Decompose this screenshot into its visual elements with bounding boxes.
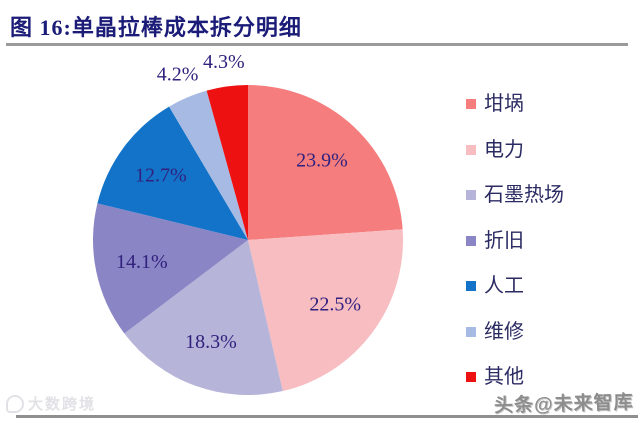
legend-swatch-icon [466, 190, 476, 200]
pie-slice-维修 [169, 90, 248, 241]
pie-slice-折旧 [93, 203, 248, 334]
pie-slice-石墨热场 [124, 240, 283, 395]
top-divider [6, 43, 628, 46]
figure-title: 图 16:单晶拉棒成本拆分明细 [10, 15, 302, 40]
legend-item-石墨热场: 石墨热场 [466, 183, 564, 207]
legend-swatch-icon [466, 372, 476, 382]
pie-label-人工: 12.7% [135, 164, 187, 186]
watermark-bottom-right: 头条@未来智库 [494, 392, 635, 417]
watermark-bottom-left: 大数跨境 [6, 393, 96, 414]
legend-label: 维修 [484, 320, 524, 343]
pie-label-折旧: 14.1% [116, 251, 168, 273]
watermark-logo-icon [6, 394, 24, 413]
pie-label-石墨热场: 18.3% [185, 331, 237, 353]
pie-slice-电力 [248, 229, 403, 392]
legend-swatch-icon [466, 235, 476, 246]
legend-item-其他: 其他 [466, 365, 564, 389]
legend-item-坩埚: 坩埚 [466, 92, 564, 116]
legend-item-折旧: 折旧 [466, 229, 564, 253]
legend-label: 石墨热场 [484, 184, 564, 206]
pie-label-维修: 4.2% [157, 64, 199, 86]
legend-label: 其他 [484, 366, 524, 388]
bottom-divider [16, 415, 638, 418]
pie-label-坩埚: 23.9% [296, 150, 348, 172]
legend-label: 折旧 [484, 229, 524, 252]
legend-swatch-icon [466, 326, 476, 337]
pie-label-电力: 22.5% [309, 294, 361, 316]
legend-swatch-icon [466, 144, 476, 155]
legend-item-电力: 电力 [466, 138, 564, 162]
legend-swatch-icon [466, 281, 476, 291]
pie-slice-人工 [97, 106, 249, 240]
legend-label: 人工 [484, 275, 524, 297]
pie-slice-其他 [206, 84, 248, 240]
legend-label: 坩埚 [484, 93, 524, 115]
watermark-left-text: 大数跨境 [28, 396, 97, 413]
pie-slice-坩埚 [248, 85, 403, 240]
pie-label-其他: 4.3% [203, 51, 245, 73]
legend-swatch-icon [466, 99, 476, 109]
legend-label: 电力 [484, 138, 524, 161]
legend: 坩埚电力石墨热场折旧人工维修其他 [466, 92, 564, 411]
legend-item-维修: 维修 [466, 320, 564, 344]
legend-item-人工: 人工 [466, 274, 564, 298]
